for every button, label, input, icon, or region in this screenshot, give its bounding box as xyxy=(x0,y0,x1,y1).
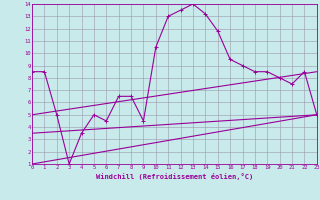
X-axis label: Windchill (Refroidissement éolien,°C): Windchill (Refroidissement éolien,°C) xyxy=(96,173,253,180)
